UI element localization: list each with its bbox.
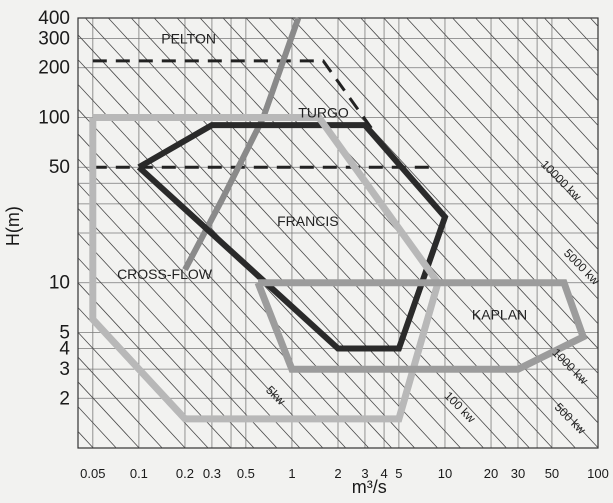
region-kaplan-outline — [254, 279, 588, 373]
y-tick-label: 50 — [49, 157, 70, 178]
iso-power-line — [268, 18, 598, 374]
y-tick-label: 10 — [49, 273, 70, 294]
iso-power-line — [78, 232, 278, 448]
region-label-kaplan: KAPLAN — [472, 306, 527, 322]
region-turgo-outline — [182, 17, 302, 272]
y-tick-label: 5 — [59, 322, 70, 343]
x-tick-label: 4 — [380, 466, 387, 481]
iso-power-line — [521, 18, 598, 102]
iso-power-label: 10000 kw — [538, 157, 584, 203]
iso-power-label: 100 kw — [442, 389, 479, 426]
iso-power-line — [337, 18, 598, 300]
x-tick-label: 100 — [587, 466, 609, 481]
y-tick-label: 300 — [38, 29, 70, 50]
x-tick-label: 10 — [438, 466, 452, 481]
x-tick-label: 0.05 — [80, 466, 105, 481]
iso-power-line — [291, 18, 598, 350]
iso-power-line — [78, 356, 163, 448]
x-tick-label: 2 — [334, 466, 341, 481]
iso-power-line — [360, 18, 598, 275]
y-tick-label: 3 — [59, 359, 70, 380]
region-francis-outline — [136, 122, 449, 352]
region-cross-flow-outline — [89, 114, 442, 423]
iso-power-label: 1000 kw — [549, 346, 591, 388]
iso-power-line — [222, 18, 598, 424]
region-label-cross-flow: CROSS-FLOW — [117, 266, 213, 282]
x-tick-label: 20 — [484, 466, 498, 481]
iso-power-line — [78, 108, 393, 448]
region-pelton-outline — [92, 59, 377, 135]
iso-power-line — [498, 18, 598, 127]
iso-power-line — [176, 18, 576, 448]
y-tick-label: 200 — [38, 58, 70, 79]
iso-power-line — [78, 183, 324, 448]
iso-power-line — [406, 18, 598, 226]
region-label-francis: FRANCIS — [277, 213, 338, 229]
region-label-turgo: TURGO — [298, 104, 349, 120]
x-tick-label: 50 — [545, 466, 559, 481]
iso-power-line — [452, 18, 598, 176]
iso-power-line — [78, 34, 461, 448]
iso-power-line — [383, 18, 598, 250]
iso-power-line — [78, 158, 347, 448]
regions-layer — [89, 17, 588, 423]
iso-power-line — [78, 133, 370, 448]
iso-power-line — [78, 59, 438, 448]
iso-power-line — [107, 18, 507, 448]
x-tick-label: 0.2 — [176, 466, 194, 481]
y-tick-label: 2 — [59, 388, 70, 409]
x-axis-title: m³/s — [352, 477, 387, 497]
x-tick-label: 1 — [288, 466, 295, 481]
iso-power-line — [78, 331, 186, 448]
iso-power-line — [153, 18, 553, 448]
region-label-pelton: PELTON — [161, 31, 216, 47]
iso-power-line — [78, 257, 255, 448]
x-tick-label: 0.3 — [203, 466, 221, 481]
x-tick-label: 0.1 — [130, 466, 148, 481]
x-tick-label: 5 — [395, 466, 402, 481]
y-axis-title: H(m) — [3, 206, 23, 246]
iso-power-line — [475, 18, 598, 151]
iso-power-label: 5kw — [263, 383, 288, 408]
iso-power-line — [245, 18, 598, 399]
y-tick-label: 400 — [38, 8, 70, 29]
iso-power-line — [130, 18, 530, 448]
x-tick-label: 30 — [511, 466, 525, 481]
x-tick-label: 3 — [361, 466, 368, 481]
iso-power-line — [314, 18, 598, 325]
iso-power-line — [429, 18, 598, 201]
y-tick-label: 4 — [59, 339, 70, 360]
iso-power-line — [85, 18, 484, 448]
iso-power-label: 500 kw — [552, 400, 589, 437]
y-tick-label: 100 — [38, 107, 70, 128]
iso-power-line — [78, 207, 301, 448]
x-tick-label: 0.5 — [237, 466, 255, 481]
iso-power-line — [78, 282, 232, 448]
